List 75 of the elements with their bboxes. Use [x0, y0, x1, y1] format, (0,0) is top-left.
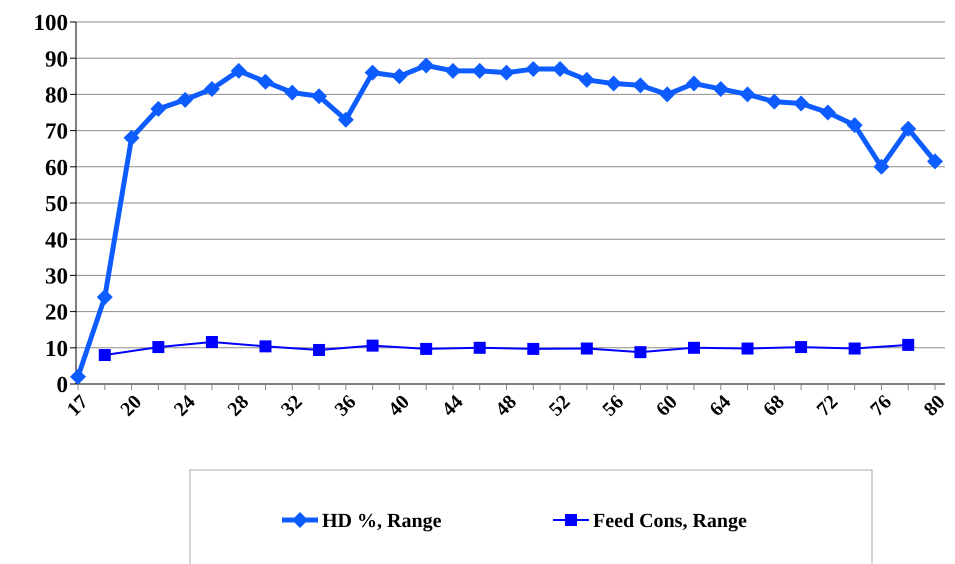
x-tick-label: 60: [652, 390, 682, 421]
point: [96, 289, 113, 306]
point: [70, 368, 86, 385]
point: [873, 158, 890, 175]
point: [527, 342, 540, 355]
point: [742, 342, 754, 355]
x-tick-label: 20: [116, 390, 146, 421]
x-tick-label: 48: [491, 390, 521, 421]
x-tick-label: 68: [759, 390, 789, 421]
y-tick-label: 90: [45, 46, 68, 72]
point: [150, 100, 166, 117]
point: [846, 117, 863, 134]
point: [124, 130, 140, 146]
y-tick-label: 30: [45, 263, 68, 288]
point: [230, 62, 247, 79]
legend-label: Feed Cons, Range: [593, 510, 748, 532]
y-tick-label: 100: [34, 10, 68, 36]
x-tick-label: 76: [866, 390, 896, 421]
point: [152, 341, 164, 354]
x-tick-label: 80: [920, 390, 950, 421]
x-tick-label: 52: [544, 390, 575, 421]
x-tick-label: 36: [330, 390, 360, 421]
point: [848, 342, 861, 355]
point: [659, 86, 676, 102]
point: [634, 346, 646, 358]
y-tick-label: 10: [45, 336, 68, 361]
point: [284, 84, 300, 101]
point: [927, 153, 943, 170]
point: [257, 74, 274, 90]
x-tick-label: 72: [812, 390, 842, 421]
point: [766, 94, 782, 110]
y-tick-label: 20: [45, 300, 68, 325]
x-tick-label: 24: [170, 390, 200, 421]
point: [740, 86, 756, 102]
point: [474, 342, 486, 354]
point: [712, 80, 729, 97]
point: [444, 62, 461, 79]
point: [420, 342, 432, 355]
x-tick-label: 28: [223, 390, 254, 421]
x-tick-label: 56: [598, 390, 628, 421]
point: [177, 92, 194, 108]
point: [580, 342, 593, 355]
y-tick-label: 50: [45, 191, 68, 216]
y-tick-label: 40: [45, 227, 68, 252]
x-tick-label: 44: [438, 390, 468, 421]
point: [632, 77, 648, 94]
point: [206, 336, 218, 348]
point: [311, 88, 328, 104]
point: [900, 120, 916, 137]
point: [820, 104, 836, 120]
point: [391, 68, 408, 84]
point: [902, 338, 914, 351]
point: [204, 80, 220, 97]
point: [313, 344, 326, 356]
x-tick-label: 40: [384, 390, 414, 421]
point: [338, 112, 354, 128]
point: [578, 72, 595, 88]
legend-label: HD %, Range: [322, 510, 442, 532]
point: [259, 340, 272, 352]
point: [686, 76, 702, 92]
x-tick-label: 64: [706, 390, 736, 421]
point: [364, 64, 381, 81]
point: [366, 340, 379, 352]
point: [606, 76, 622, 92]
point: [418, 57, 434, 74]
point: [688, 342, 700, 354]
y-tick-label: 70: [45, 118, 68, 144]
y-tick-label: 0: [56, 372, 68, 398]
y-tick-label: 80: [45, 82, 68, 108]
point: [795, 341, 808, 354]
point: [98, 349, 111, 362]
point: [498, 64, 514, 81]
x-tick-label: 32: [277, 390, 307, 421]
point: [793, 95, 810, 112]
y-tick-label: 60: [45, 154, 68, 180]
